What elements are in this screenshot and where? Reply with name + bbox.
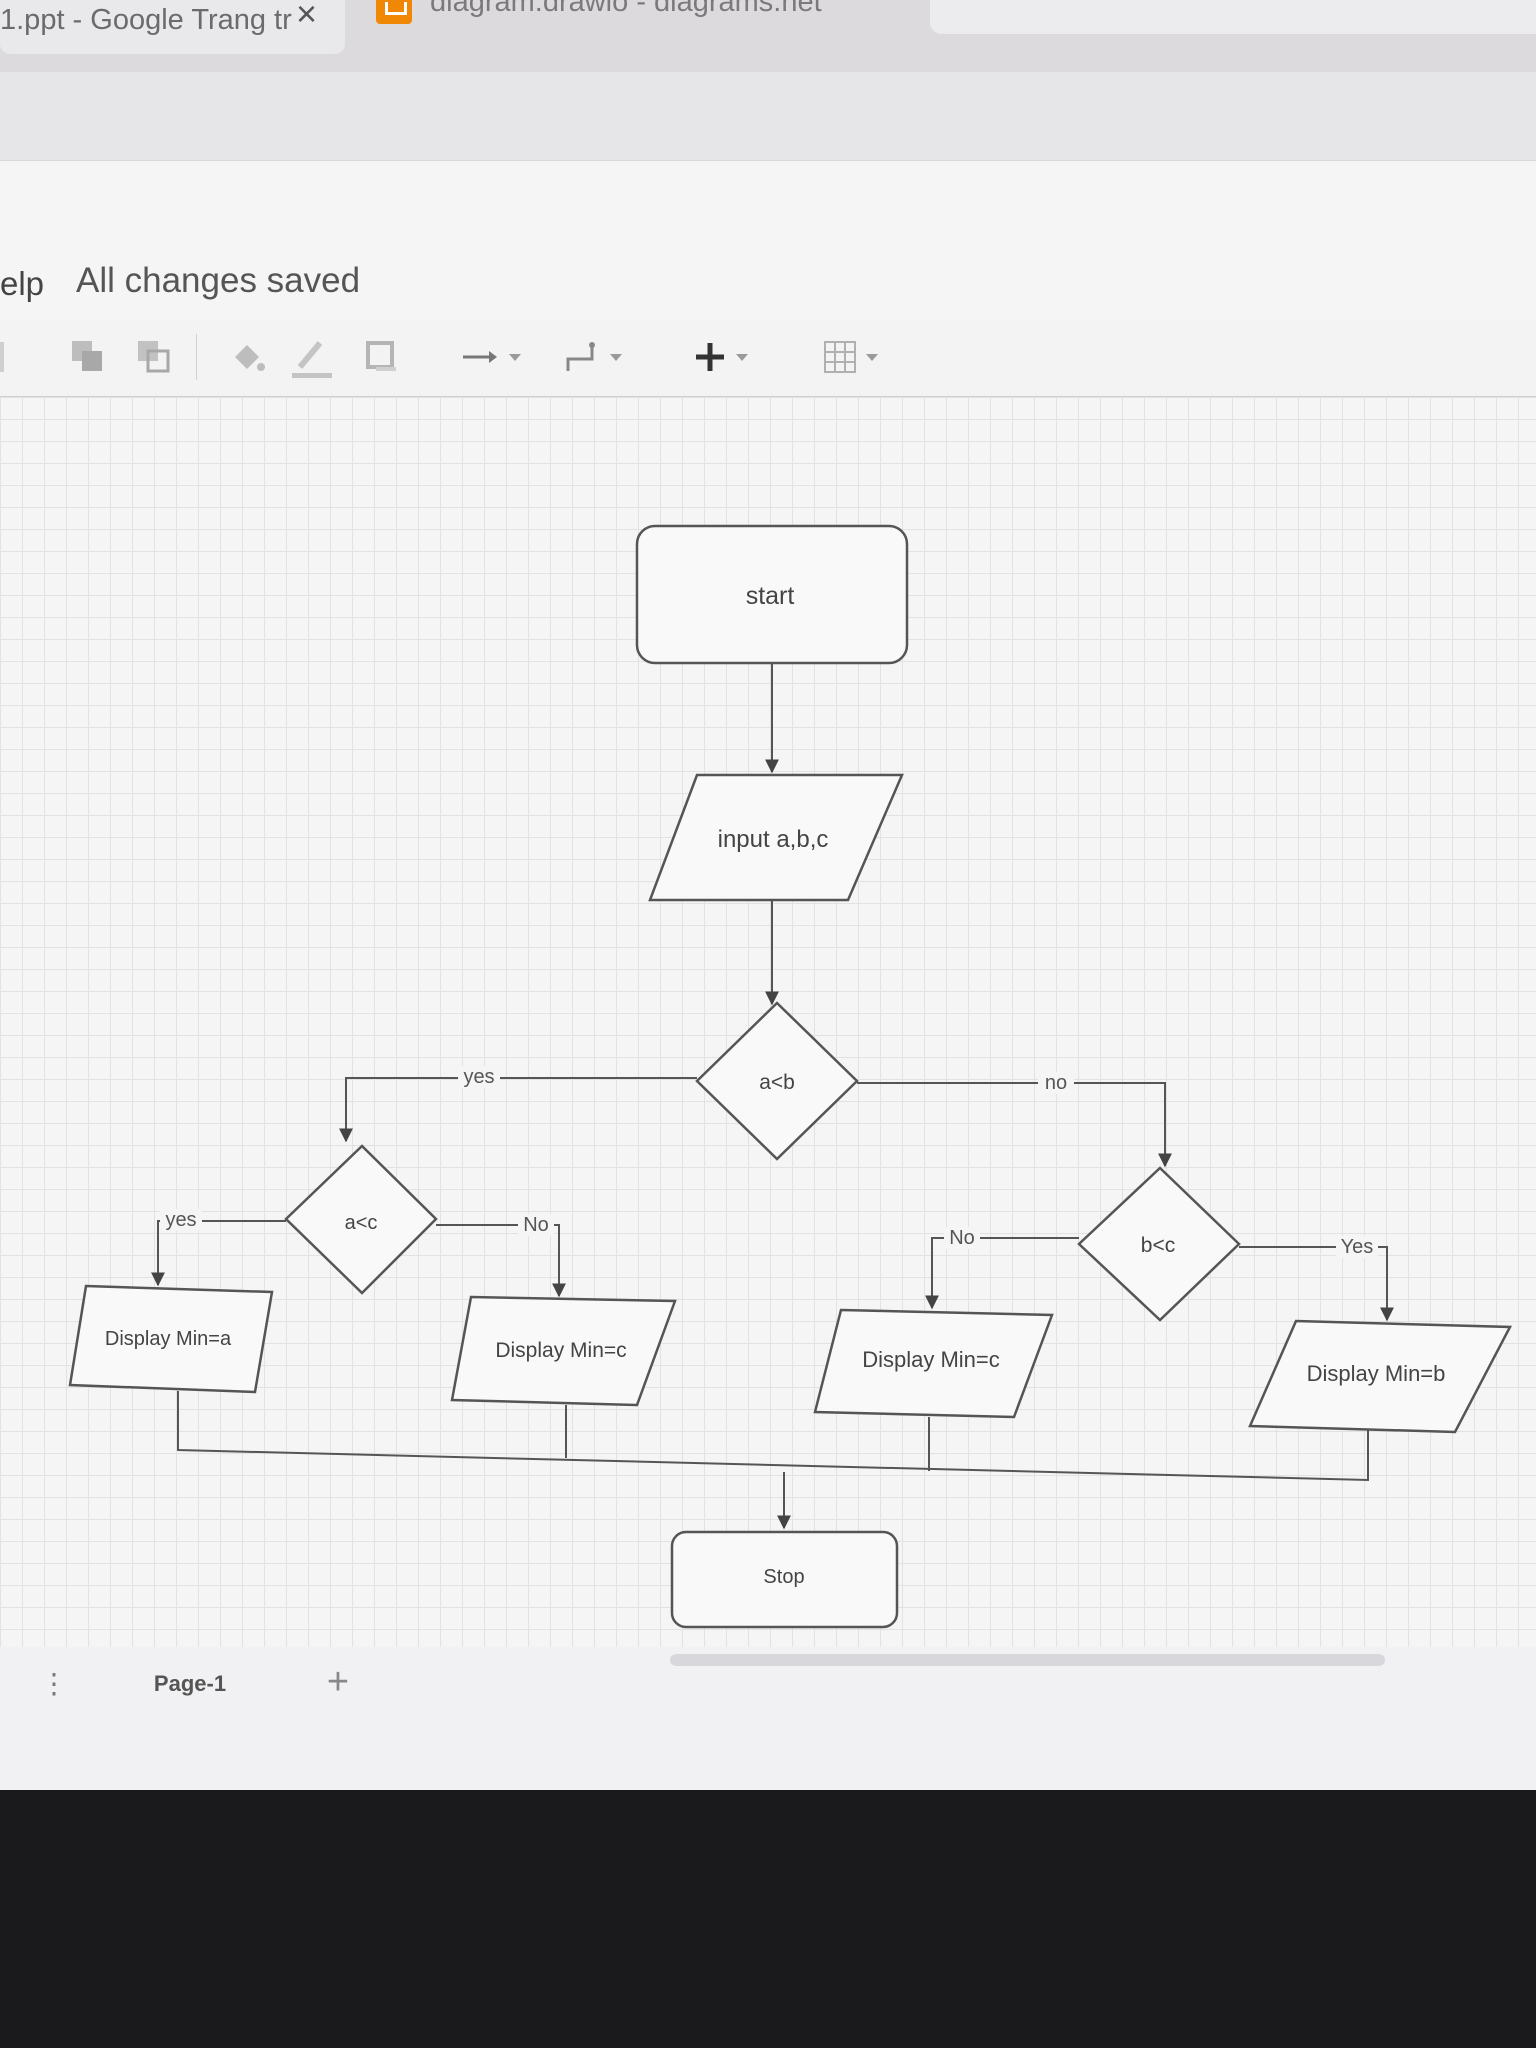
diagram-canvas[interactable]: yes no yes No No Yes [0, 397, 1536, 1647]
node-input[interactable] [648, 773, 904, 902]
node-decision-ac[interactable] [284, 1144, 438, 1295]
node-display-min-c-2[interactable] [813, 1308, 1054, 1419]
address-bar-area [0, 72, 1536, 160]
edge-label-bc-no: No [949, 1227, 975, 1249]
screen: 1.ppt - Google Trang tr × diagram.drawio… [0, 0, 1536, 1790]
browser-tab-bar: 1.ppt - Google Trang tr × diagram.drawio… [0, 0, 1536, 72]
toolbar-separator [196, 334, 197, 380]
tab-strip-background [930, 0, 1536, 34]
tab-title: 1.ppt - Google Trang tr [0, 4, 292, 36]
edge-label-ac-no: No [523, 1214, 549, 1236]
node-decision-ab[interactable] [695, 1001, 859, 1161]
insert-icon[interactable] [684, 332, 756, 382]
sidebar-toggle-icon[interactable] [0, 332, 10, 382]
node-stop-label: Stop [763, 1566, 804, 1588]
drawio-icon [376, 0, 412, 24]
edge-ab-no[interactable] [857, 1082, 1172, 1168]
node-input-label: input a,b,c [718, 826, 829, 853]
browser-tab-drawio[interactable]: diagram.drawio - diagrams.net [372, 0, 932, 54]
node-decision-ac-label: a<c [345, 1212, 378, 1234]
to-back-icon[interactable] [132, 332, 176, 382]
duplicate-icon[interactable] [66, 332, 110, 382]
menu-help[interactable]: elp [0, 265, 45, 302]
tab-page-1[interactable]: Page-1 [153, 1671, 227, 1696]
node-display-min-b-label: Display Min=b [1307, 1361, 1446, 1386]
line-color-icon[interactable] [288, 332, 338, 382]
edge-label-ab-no: no [1045, 1072, 1067, 1094]
node-stop[interactable] [670, 1530, 899, 1629]
tab-title: diagram.drawio - diagrams.net [430, 0, 822, 18]
edge-ab-yes[interactable] [339, 1077, 697, 1143]
more-vertical-icon[interactable]: ⋮ [40, 1668, 68, 1699]
fill-color-icon[interactable] [224, 332, 270, 382]
table-icon[interactable] [812, 332, 888, 382]
node-display-min-c-1-label: Display Min=c [495, 1339, 626, 1362]
node-display-min-c-2-label: Display Min=c [862, 1347, 1000, 1372]
edge-label-bc-yes: Yes [1341, 1236, 1374, 1258]
toolbar [0, 320, 1536, 397]
connection-arrow-icon[interactable] [452, 332, 530, 382]
waypoints-icon[interactable] [556, 332, 628, 382]
node-decision-bc[interactable] [1077, 1166, 1241, 1322]
shadow-icon[interactable] [360, 332, 404, 382]
edge-bc-no[interactable] [925, 1237, 1079, 1310]
save-status: All changes saved [76, 261, 361, 300]
node-display-min-a-label: Display Min=a [105, 1328, 232, 1350]
edge-ac-no[interactable] [436, 1224, 566, 1298]
edge-merge-bus[interactable] [177, 1391, 1369, 1482]
edge-ac-yes[interactable] [151, 1220, 286, 1287]
node-decision-bc-label: b<c [1141, 1234, 1175, 1257]
node-decision-ab-label: a<b [759, 1071, 795, 1094]
horizontal-scrollbar[interactable] [670, 1654, 1385, 1666]
edge-bc-yes[interactable] [1239, 1246, 1394, 1322]
menu-bar: elp All changes saved [0, 160, 1536, 321]
close-icon[interactable]: × [296, 0, 318, 34]
edge-label-ac-yes: yes [165, 1209, 196, 1231]
add-page-icon[interactable]: + [326, 1661, 350, 1703]
node-start-label: start [746, 582, 795, 610]
flowchart: yes no yes No No Yes [68, 524, 1513, 1629]
node-start[interactable] [635, 524, 909, 665]
edge-label-ab-yes: yes [463, 1066, 494, 1088]
node-display-min-c-1[interactable] [450, 1295, 677, 1407]
node-display-min-b[interactable] [1248, 1319, 1513, 1434]
browser-tab-ppt[interactable]: 1.ppt - Google Trang tr × [0, 0, 345, 54]
node-display-min-a[interactable] [68, 1284, 274, 1394]
